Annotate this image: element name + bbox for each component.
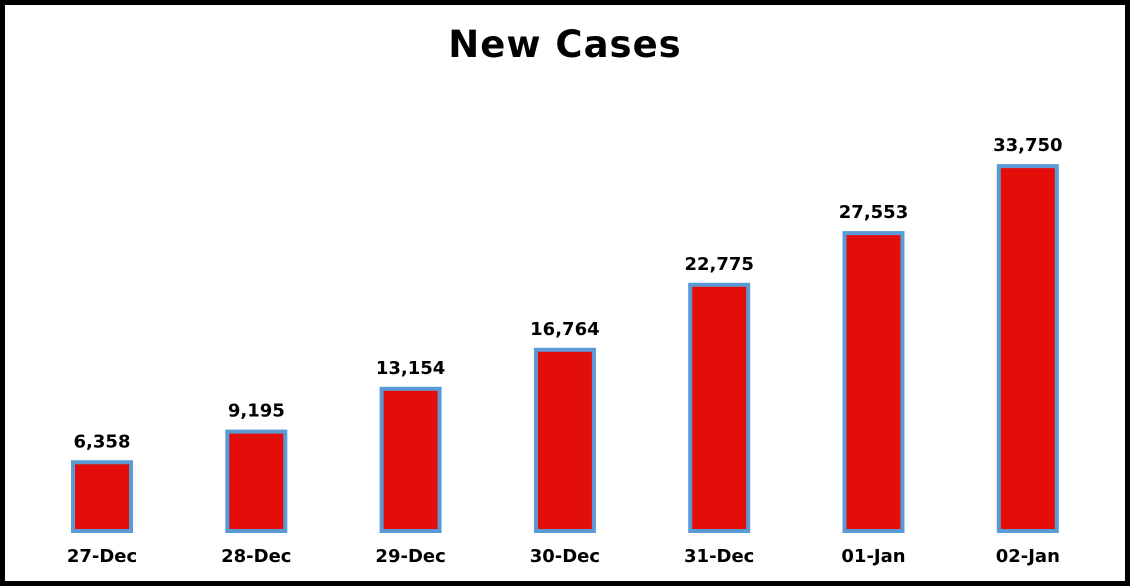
bar-31-dec xyxy=(688,282,751,533)
data-label-27-dec: 6,358 xyxy=(74,431,131,452)
data-label-28-dec: 9,195 xyxy=(228,401,285,422)
x-tick-label-31-dec: 31-Dec xyxy=(684,546,754,567)
x-tick-label-30-dec: 30-Dec xyxy=(530,546,600,567)
x-tick-label-01-jan: 01-Jan xyxy=(841,546,905,567)
bar-28-dec xyxy=(225,429,288,534)
bar-chart: 6,358 27-Dec 9,195 28-Dec 13,154 29-Dec 16,764… xyxy=(67,135,1063,567)
bar-01-jan xyxy=(842,231,905,533)
chart-title: New Cases xyxy=(448,23,682,66)
x-tick-label-29-dec: 29-Dec xyxy=(375,546,445,567)
data-label-31-dec: 22,775 xyxy=(684,254,753,275)
x-tick-label-27-dec: 27-Dec xyxy=(67,546,137,567)
bar-02-jan xyxy=(996,164,1059,533)
bar-30-dec xyxy=(533,347,596,534)
data-label-30-dec: 16,764 xyxy=(530,319,599,340)
bar-27-dec xyxy=(71,460,133,533)
data-label-02-jan: 33,750 xyxy=(993,135,1062,156)
data-label-01-jan: 27,553 xyxy=(839,202,908,223)
data-label-29-dec: 13,154 xyxy=(376,358,445,379)
bar-29-dec xyxy=(379,386,442,533)
x-tick-label-28-dec: 28-Dec xyxy=(221,546,291,567)
x-tick-label-02-jan: 02-Jan xyxy=(996,546,1060,567)
